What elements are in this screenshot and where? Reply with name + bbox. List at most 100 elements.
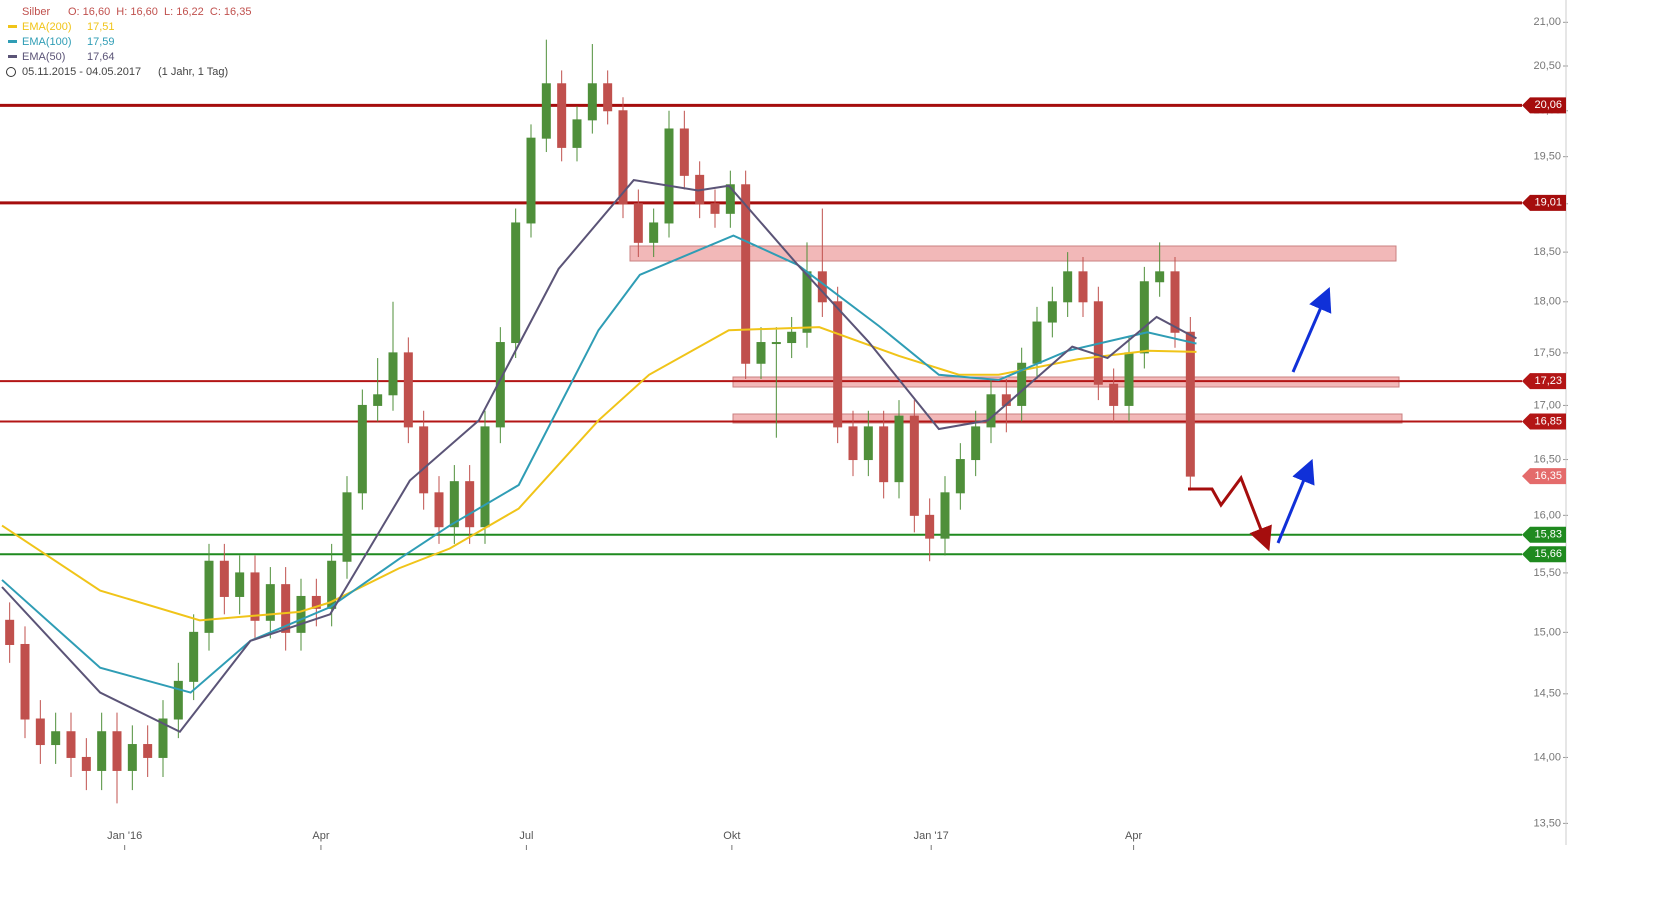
candle-body: [817, 271, 827, 303]
candle-body: [879, 426, 889, 483]
candle-body: [327, 560, 337, 609]
legend-instrument: Silber: [22, 6, 50, 18]
level-tag: [1522, 413, 1566, 430]
candle-body: [572, 119, 582, 148]
candle-body: [725, 184, 735, 214]
candle-body: [35, 718, 45, 746]
candle-body: [787, 331, 797, 344]
arrow: [1276, 458, 1315, 544]
legend-interval: (1 Jahr, 1 Tag): [158, 66, 228, 78]
candle-body: [373, 394, 383, 406]
legend-value: 17,51: [87, 21, 115, 33]
candle-body: [848, 426, 858, 461]
candle-body: [311, 595, 321, 609]
level-label: 17,23: [1534, 375, 1562, 387]
y-tick-label: 20,50: [1533, 60, 1561, 72]
candle-body: [1078, 271, 1088, 303]
candle-body: [710, 203, 720, 214]
candle-body: [81, 756, 91, 771]
candle-body: [603, 83, 613, 112]
clock-icon: [6, 67, 16, 77]
legend-name: EMA(100): [22, 36, 72, 48]
y-tick-label: 17,50: [1533, 347, 1561, 359]
candle-body: [1170, 271, 1180, 333]
candle-body: [1124, 352, 1134, 406]
x-tick-label: Okt: [723, 830, 740, 842]
x-tick-label: Apr: [1125, 830, 1142, 842]
candle-body: [1109, 383, 1119, 406]
candle-body: [833, 301, 843, 428]
candle-body: [971, 426, 981, 461]
y-tick-label: 19,50: [1533, 151, 1561, 163]
candle-body: [741, 184, 751, 364]
candle-body: [189, 631, 199, 682]
level-label: 15,66: [1534, 548, 1562, 560]
y-tick-label: 14,00: [1533, 751, 1561, 763]
level-tag: [1522, 546, 1566, 563]
y-tick-label: 21,00: [1533, 16, 1561, 28]
legend-period: 05.11.2015 - 04.05.2017: [22, 66, 141, 78]
arrow: [1291, 286, 1332, 373]
annotations: [1188, 286, 1332, 552]
candle-body: [265, 584, 275, 621]
candle-body: [112, 731, 122, 771]
candle-body: [449, 481, 459, 528]
candle-body: [127, 744, 137, 771]
candle-body: [495, 342, 505, 428]
legend-name: EMA(50): [22, 51, 65, 63]
legend-name: EMA(200): [22, 21, 72, 33]
candle-body: [863, 426, 873, 461]
candle-body: [281, 584, 291, 633]
candle-body: [1139, 281, 1149, 354]
y-tick-label: 16,00: [1533, 509, 1561, 521]
candle-body: [480, 426, 490, 528]
candle-body: [1047, 301, 1057, 323]
candle-body: [649, 222, 659, 243]
level-tag: [1522, 373, 1566, 390]
arrow: [1188, 474, 1272, 552]
candle-body: [1063, 271, 1073, 303]
y-tick-label: 16,50: [1533, 453, 1561, 465]
x-tick-label: Apr: [312, 830, 329, 842]
candle-body: [664, 128, 674, 224]
candle-body: [955, 459, 965, 494]
level-label: 20,06: [1534, 99, 1562, 111]
legend-ohlc: O: 16,60 H: 16,60 L: 16,22 C: 16,35: [68, 6, 251, 18]
candle-body: [909, 415, 919, 516]
candle-body: [802, 271, 812, 333]
resistance-zone: [732, 413, 1403, 424]
candle-body: [66, 731, 76, 758]
candle-body: [143, 744, 153, 758]
x-tick-label: Jul: [519, 830, 533, 842]
candle-body: [204, 560, 214, 633]
level-tag: [1522, 194, 1566, 211]
candle-body: [618, 110, 628, 205]
candle-body: [587, 83, 597, 121]
level-label: 19,01: [1534, 197, 1562, 209]
y-tick-label: 15,00: [1533, 626, 1561, 638]
y-tick-label: 18,50: [1533, 246, 1561, 258]
candle-body: [465, 481, 475, 528]
level-label: 15,83: [1534, 529, 1562, 541]
y-tick-label: 13,50: [1533, 817, 1561, 829]
x-tick-label: Jan '17: [914, 830, 949, 842]
legend-value: 17,64: [87, 51, 115, 63]
candle-body: [511, 222, 521, 344]
resistance-zone: [629, 245, 1397, 262]
level-tag: [1522, 526, 1566, 543]
candle-body: [986, 394, 996, 428]
candle-body: [158, 718, 168, 758]
candle-body: [1185, 331, 1195, 477]
level-label: 16,85: [1534, 415, 1562, 427]
ema-line: [1, 234, 1197, 694]
legend-value: 17,59: [87, 36, 115, 48]
candle-body: [894, 415, 904, 483]
candle-body: [1032, 321, 1042, 364]
candle-body: [173, 680, 183, 720]
legend-swatch: [8, 40, 17, 43]
candle-body: [756, 342, 766, 364]
candle-body: [771, 342, 781, 345]
legend-swatch: [8, 25, 17, 28]
candle-body: [434, 492, 444, 528]
